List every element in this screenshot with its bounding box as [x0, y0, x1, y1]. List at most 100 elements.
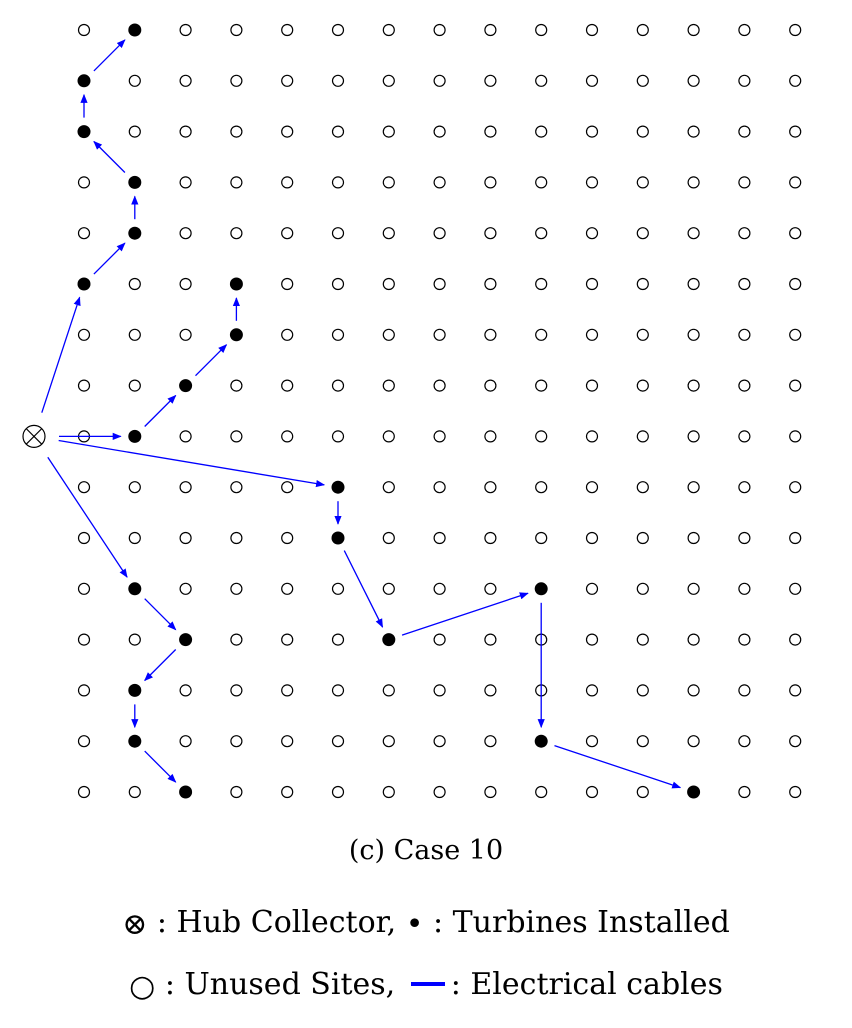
- unused-site: [179, 23, 192, 37]
- electrical-cables: [41, 39, 682, 789]
- unused-site: [535, 23, 548, 37]
- unused-site: [789, 582, 802, 595]
- electrical-cable: [93, 39, 126, 72]
- turbine-site: [382, 633, 396, 647]
- unused-site: [77, 23, 91, 37]
- unused-site: [636, 227, 649, 240]
- unused-site: [738, 176, 751, 189]
- unused-site: [687, 582, 700, 595]
- unused-site: [636, 430, 649, 443]
- unused-site: [281, 328, 294, 341]
- unused-site: [382, 23, 395, 37]
- unused-site: [738, 379, 751, 392]
- unused-site: [484, 684, 497, 697]
- unused-site: [331, 785, 345, 799]
- unused-site: [331, 430, 345, 443]
- unused-site: [433, 735, 446, 748]
- unused-site: [738, 735, 751, 748]
- unused-site: [128, 531, 141, 545]
- unused-site: [331, 74, 345, 87]
- unused-site: [585, 328, 599, 341]
- unused-site: [585, 531, 599, 545]
- turbine-site: [77, 74, 91, 88]
- unused-site: [585, 74, 599, 87]
- electrical-cable: [144, 598, 177, 631]
- unused-site: [484, 176, 497, 189]
- unused-site: [636, 684, 649, 697]
- unused-site: [535, 328, 548, 341]
- unused-site: [738, 23, 751, 37]
- unused-site: [789, 430, 802, 443]
- unused-site: [687, 74, 700, 87]
- turbine-site: [229, 277, 243, 291]
- unused-site: [331, 328, 345, 341]
- unused-site: [738, 785, 751, 799]
- unused-site: [585, 176, 599, 189]
- unused-site: [789, 531, 802, 545]
- unused-site: [687, 23, 700, 37]
- unused-site: [789, 23, 802, 37]
- unused-site: [687, 430, 700, 443]
- unused-site: [484, 379, 497, 392]
- unused-site: [433, 430, 446, 443]
- electrical-cable: [93, 140, 126, 173]
- unused-site: [382, 481, 395, 494]
- unused-site: [230, 785, 243, 799]
- unused-site: [687, 176, 700, 189]
- unused-site: [382, 227, 395, 240]
- unused-site: [585, 227, 599, 240]
- unused-site: [281, 74, 294, 87]
- unused-site: [535, 176, 548, 189]
- unused-site: [687, 633, 700, 646]
- hub-collector-icon: ⊗: [122, 906, 148, 942]
- unused-site: [433, 74, 446, 87]
- unused-site: [585, 277, 599, 291]
- unused-site: [77, 379, 91, 392]
- unused-site: [230, 74, 243, 87]
- unused-site: [77, 785, 91, 799]
- unused-site: [433, 582, 446, 595]
- unused-site: [789, 735, 802, 748]
- unused-site: [738, 633, 751, 646]
- unused-site: [77, 582, 91, 595]
- unused-site: [128, 633, 141, 646]
- unused-site: [179, 582, 192, 595]
- unused-site: [382, 531, 395, 545]
- unused-site: [484, 430, 497, 443]
- unused-site: [281, 430, 294, 443]
- unused-site: [636, 277, 649, 291]
- unused-site: [230, 227, 243, 240]
- unused-site: [585, 23, 599, 37]
- unused-site: [636, 531, 649, 545]
- unused-site: [77, 176, 91, 189]
- unused-site: [484, 23, 497, 37]
- unused-site: [179, 531, 192, 545]
- turbine-site: [77, 125, 91, 139]
- unused-site: [687, 277, 700, 291]
- unused-site: [484, 481, 497, 494]
- turbine-site: [128, 683, 142, 697]
- unused-site: [433, 481, 446, 494]
- unused-site: [687, 481, 700, 494]
- unused-site: [230, 633, 243, 646]
- unused-site: [433, 125, 446, 138]
- unused-site: [331, 633, 345, 646]
- unused-site: [535, 277, 548, 291]
- unused-site: [179, 481, 192, 494]
- unused-site: [433, 277, 446, 291]
- unused-site: [179, 735, 192, 748]
- unused-site: [636, 379, 649, 392]
- unused-site: [687, 735, 700, 748]
- unused-site: [738, 125, 751, 138]
- unused-site: [230, 176, 243, 189]
- unused-site: [281, 277, 294, 291]
- unused-site: [179, 227, 192, 240]
- unused-site: [585, 430, 599, 443]
- electrical-cable: [47, 456, 128, 578]
- unused-site: [331, 125, 345, 138]
- unused-site: [382, 176, 395, 189]
- unused-site: [433, 684, 446, 697]
- unused-site: [585, 735, 599, 748]
- unused-site-icon: ○: [129, 968, 156, 1004]
- turbine-site: [128, 429, 142, 443]
